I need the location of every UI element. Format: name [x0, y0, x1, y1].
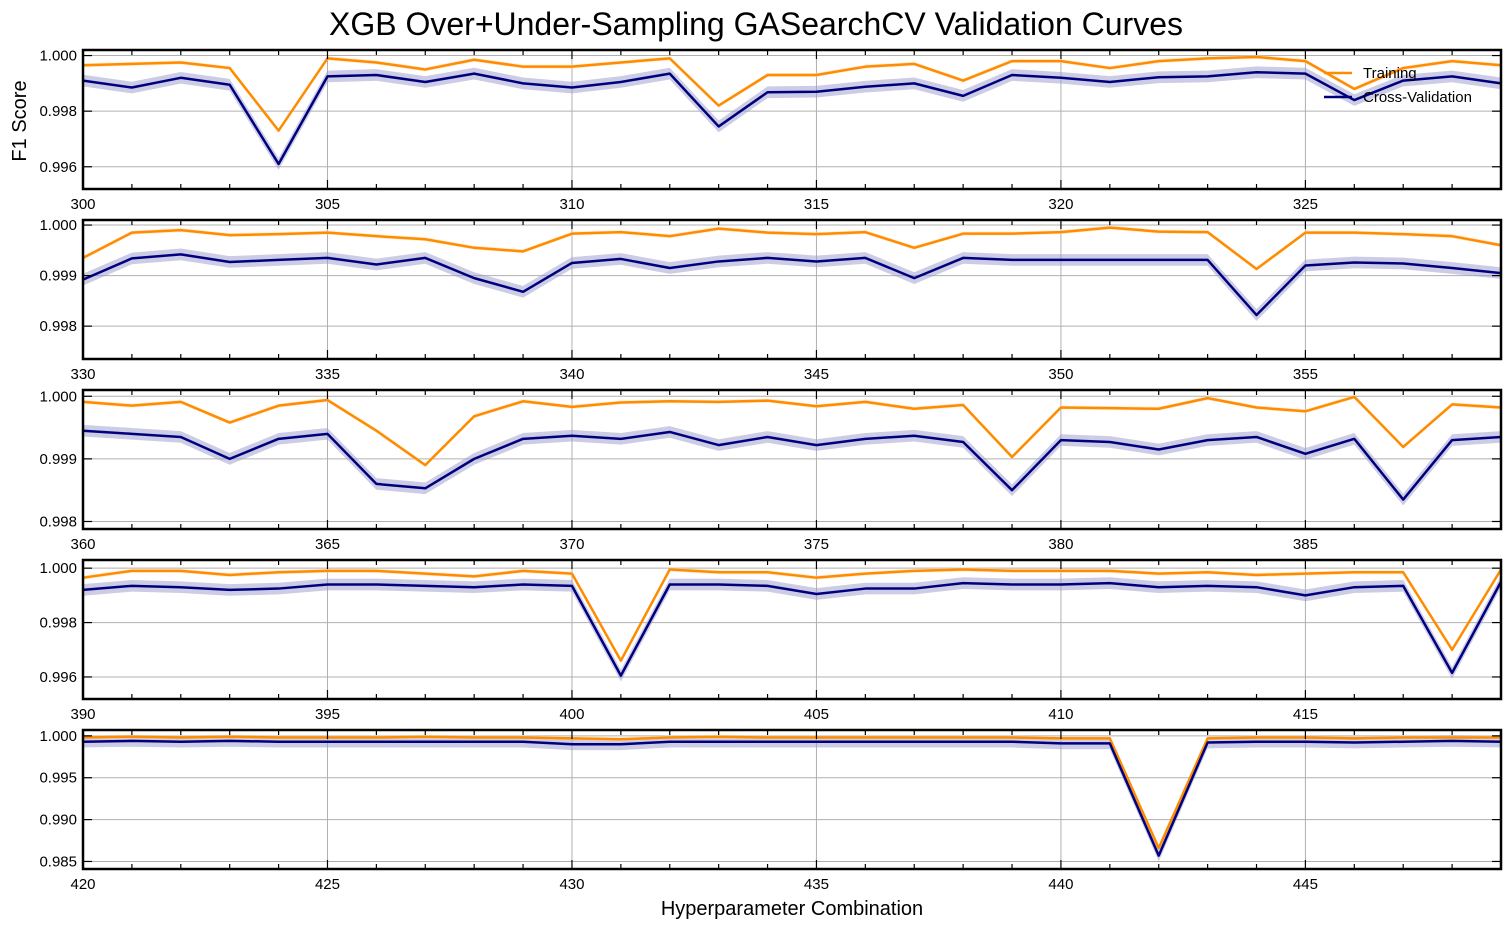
y-tick-label: 1.000 [39, 560, 77, 577]
legend-cv-label: Cross-Validation [1363, 89, 1472, 106]
y-tick-label: 1.000 [39, 48, 77, 65]
y-tick-label: 0.995 [39, 770, 77, 787]
x-tick-label: 340 [559, 366, 584, 383]
legend-training-label: Training [1363, 65, 1417, 82]
x-tick-label: 430 [559, 876, 584, 893]
cv-std-band [83, 735, 1501, 862]
x-tick-label: 345 [804, 366, 829, 383]
cv-series-line [82, 739, 1502, 857]
cv-std-band [83, 424, 1501, 506]
y-tick-label: 0.998 [39, 103, 77, 120]
training-std-band [83, 734, 1501, 851]
cv-series-line [82, 70, 1502, 166]
cv-std-band [83, 66, 1501, 170]
x-tick-label: 355 [1293, 366, 1318, 383]
x-tick-label: 410 [1048, 706, 1073, 723]
x-tick-label: 350 [1048, 366, 1073, 383]
x-tick-label: 425 [315, 876, 340, 893]
training-series-line [82, 55, 1502, 132]
x-tick-label: 420 [70, 876, 95, 893]
x-tick-label: 390 [70, 706, 95, 723]
x-tick-label: 370 [559, 536, 584, 553]
x-tick-label: 330 [70, 366, 95, 383]
x-tick-label: 320 [1048, 196, 1073, 213]
subplot-1: 300 305 310 315 320 325 1.000 0.998 0.996 [39, 48, 1503, 213]
y-tick-label: 0.996 [39, 159, 77, 176]
y-tick-label: 0.996 [39, 669, 77, 686]
y-tick-label: 0.999 [39, 451, 77, 468]
x-tick-label: 360 [70, 536, 95, 553]
training-std-band [83, 394, 1501, 468]
chart-title: XGB Over+Under-Sampling GASearchCV Valid… [329, 6, 1183, 42]
x-tick-label: 445 [1293, 876, 1318, 893]
y-tick-label: 0.998 [39, 513, 77, 530]
training-std-band [83, 225, 1501, 272]
x-tick-label: 305 [315, 196, 340, 213]
subplot-3: 360 365 370 375 380 385 1.000 0.999 0.998 [39, 388, 1503, 553]
subplot-4: 390 395 400 405 410 415 1.000 0.998 0.996 [39, 558, 1503, 723]
subplot-frame [81, 558, 1503, 701]
x-tick-label: 335 [315, 366, 340, 383]
training-series-line [82, 735, 1501, 850]
subplot-5: 420 425 430 435 440 445 1.000 0.995 0.990 0.985 [39, 728, 1503, 893]
y-tick-label: 0.998 [39, 318, 77, 335]
training-series-line [82, 568, 1503, 662]
x-tick-label: 300 [70, 196, 95, 213]
x-tick-label: 395 [315, 706, 340, 723]
x-tick-label: 325 [1293, 196, 1318, 213]
x-tick-label: 415 [1293, 706, 1318, 723]
x-tick-label: 315 [804, 196, 829, 213]
y-tick-label: 1.000 [39, 217, 77, 234]
x-tick-label: 310 [559, 196, 584, 213]
x-tick-label: 385 [1293, 536, 1318, 553]
x-tick-label: 405 [804, 706, 829, 723]
y-tick-label: 1.000 [39, 388, 77, 405]
cv-series-line [82, 429, 1502, 501]
cv-series-line [82, 581, 1503, 677]
x-tick-label: 440 [1048, 876, 1073, 893]
cv-std-band [83, 248, 1501, 321]
subplot-frame [81, 388, 1503, 531]
x-tick-label: 400 [559, 706, 584, 723]
subplot-frame [81, 728, 1503, 871]
subplot-2: 330 335 340 345 350 355 1.000 0.999 0.998 [39, 217, 1503, 383]
y-tick-label: 1.000 [39, 728, 77, 745]
cv-series-line [82, 253, 1502, 317]
y-tick-label: 0.999 [39, 268, 77, 285]
x-tick-label: 435 [804, 876, 829, 893]
x-axis-label: Hyperparameter Combination [661, 898, 923, 920]
y-tick-label: 0.998 [39, 615, 77, 632]
subplot-frame [81, 48, 1503, 191]
x-tick-label: 375 [804, 536, 829, 553]
training-series-line [82, 226, 1502, 271]
legend: Training Cross-Validation [1324, 65, 1472, 106]
y-tick-label: 0.990 [39, 812, 77, 829]
subplot-frame [81, 218, 1503, 361]
training-series-line [82, 395, 1502, 467]
x-tick-label: 365 [315, 536, 340, 553]
y-tick-label: 0.985 [39, 853, 77, 870]
x-tick-label: 380 [1048, 536, 1073, 553]
y-axis-label: F1 Score [9, 80, 31, 161]
